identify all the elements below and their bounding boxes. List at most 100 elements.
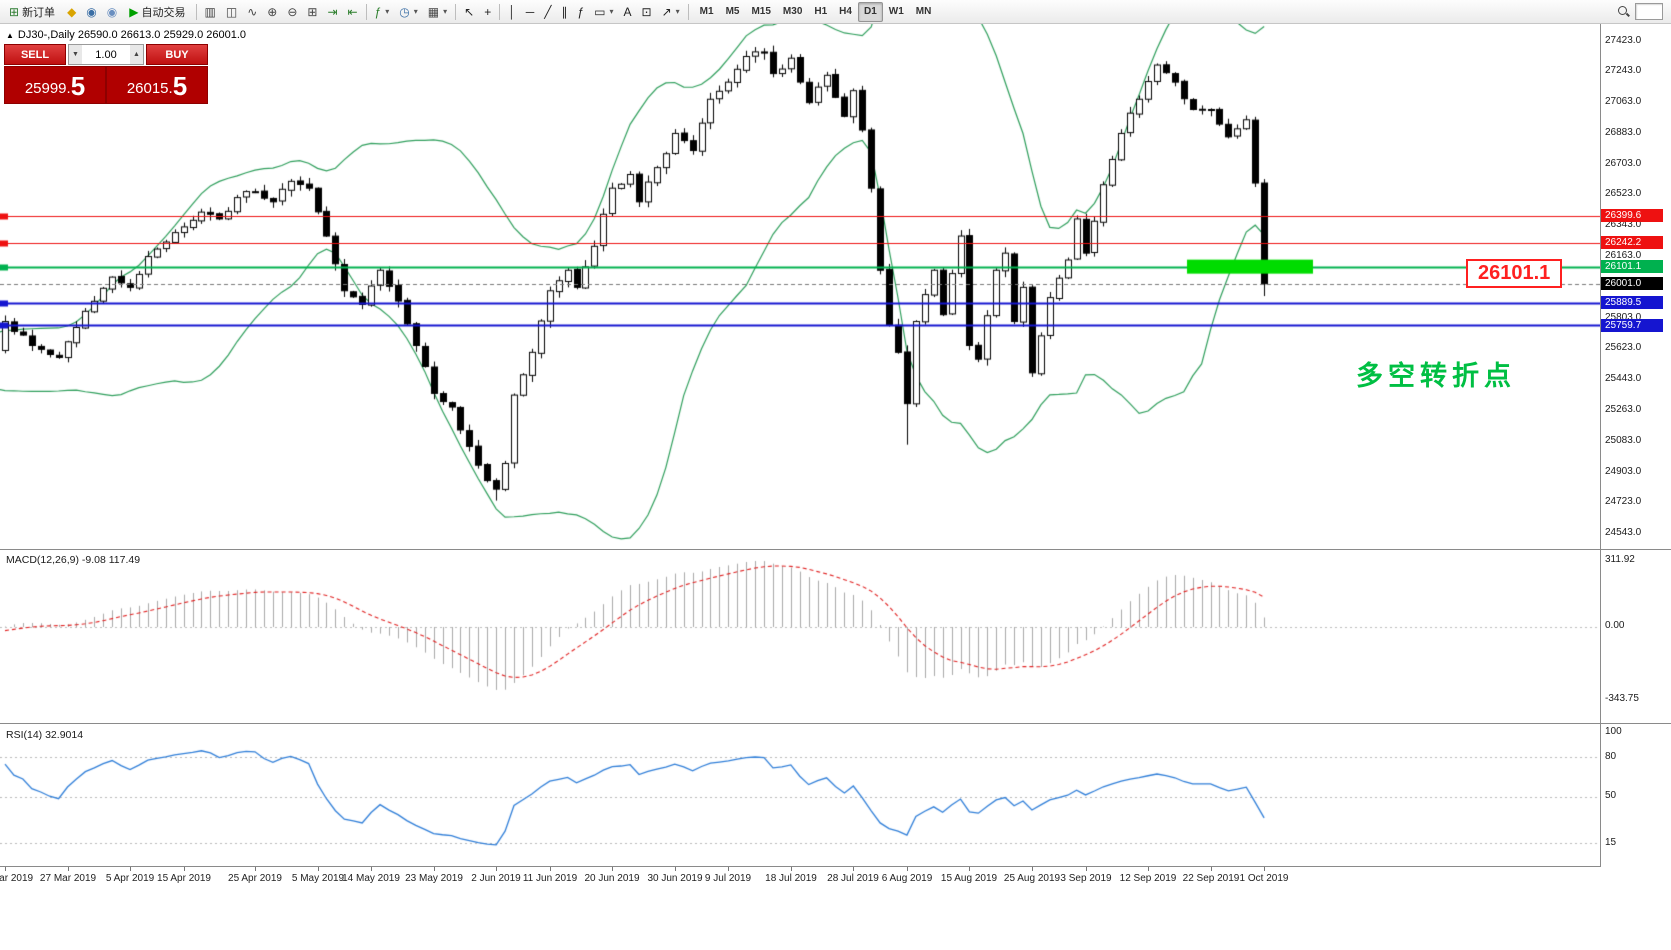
timeframe-m15[interactable]: M15 bbox=[751, 6, 771, 17]
rsi-axis-label: 100 bbox=[1605, 726, 1622, 737]
timeframe-h4[interactable]: H4 bbox=[839, 6, 852, 17]
buy-price[interactable]: 26015. 5 bbox=[106, 66, 208, 104]
search-icon[interactable] bbox=[1618, 6, 1629, 17]
sell-price[interactable]: 25999. 5 bbox=[4, 66, 106, 104]
toolbar-separator bbox=[687, 3, 689, 20]
volume-decrease-button[interactable]: ▼ bbox=[69, 45, 82, 64]
price-axis-label: 26343.0 bbox=[1605, 219, 1642, 231]
one-click-trading-panel: SELL ▼ ▲ BUY 25999.5 26015.5 bbox=[4, 44, 208, 104]
rsi-label: RSI(14) 32.9014 bbox=[6, 729, 84, 741]
date-tick bbox=[675, 867, 676, 871]
channel-icon[interactable]: ∥ bbox=[556, 1, 572, 23]
zoom-in-icon[interactable]: ⊕ bbox=[262, 1, 282, 23]
timeframe-w1[interactable]: W1 bbox=[888, 6, 904, 17]
rsi-axis[interactable]: 100 80 50 15 bbox=[1601, 726, 1671, 867]
date-label: 11 Jun 2019 bbox=[522, 873, 578, 884]
volume-increase-button[interactable]: ▲ bbox=[130, 45, 143, 64]
main-price-axis[interactable]: 27423.0 27243.0 27063.0 26883.0 26703.0 26523… bbox=[1601, 24, 1671, 549]
bar-chart-icon[interactable]: ▥ bbox=[200, 1, 221, 23]
date-label: 5 Apr 2019 bbox=[105, 873, 155, 884]
date-label: 22 Sep 2019 bbox=[1182, 873, 1240, 884]
price-axis-label: 27063.0 bbox=[1605, 96, 1642, 108]
date-tick bbox=[318, 867, 319, 871]
fibonacci-icon[interactable]: ƒ bbox=[572, 1, 589, 23]
rsi-canvas[interactable] bbox=[0, 726, 1600, 867]
auto-scroll-icon[interactable]: ⇥ bbox=[322, 1, 342, 23]
date-tick bbox=[255, 867, 256, 871]
price-axis-label: 26523.0 bbox=[1605, 188, 1642, 200]
trendline-icon: ╱ bbox=[544, 4, 552, 19]
community-icon[interactable]: ◉ bbox=[102, 1, 122, 23]
date-tick bbox=[371, 867, 372, 871]
new-order-button[interactable]: ⊞ 新订单 bbox=[4, 1, 60, 23]
date-label: 1 Oct 2019 bbox=[1239, 873, 1289, 884]
buy-button[interactable]: BUY bbox=[146, 44, 208, 65]
timeframe-h1[interactable]: H1 bbox=[814, 6, 828, 17]
date-label: 15 Aug 2019 bbox=[940, 873, 998, 884]
chart-shift-icon: ⇤ bbox=[347, 4, 358, 19]
profile-icon: ◉ bbox=[86, 4, 97, 19]
main-chart-canvas[interactable] bbox=[0, 24, 1600, 549]
vertical-line-icon[interactable]: │ bbox=[503, 1, 521, 23]
panel-separator[interactable] bbox=[0, 549, 1671, 550]
timeframe-m1[interactable]: M1 bbox=[699, 6, 714, 17]
price-axis-label: 25623.0 bbox=[1605, 342, 1642, 354]
date-label: 28 Jul 2019 bbox=[827, 873, 879, 884]
line-chart-icon[interactable]: ∿ bbox=[242, 1, 262, 23]
chart-shift-icon[interactable]: ⇤ bbox=[343, 1, 363, 23]
periods-icon: ◷ bbox=[399, 4, 410, 19]
volume-input[interactable] bbox=[82, 47, 130, 62]
timeframe-m5[interactable]: M5 bbox=[725, 6, 740, 17]
date-tick bbox=[612, 867, 613, 871]
date-tick bbox=[1086, 867, 1087, 871]
candlestick-icon[interactable]: ◫ bbox=[221, 1, 242, 23]
tile-windows-icon[interactable]: ⊞ bbox=[302, 1, 322, 23]
price-axis-label: 24903.0 bbox=[1605, 465, 1642, 477]
horizontal-line-icon[interactable]: ─ bbox=[521, 1, 540, 23]
text-label-icon: ⊡ bbox=[641, 4, 652, 19]
chevron-down-icon: ▾ bbox=[675, 7, 680, 16]
timeframe-m30[interactable]: M30 bbox=[782, 6, 803, 17]
profile-icon[interactable]: ◉ bbox=[81, 1, 101, 23]
timeframe-d1[interactable]: D1 bbox=[857, 1, 883, 22]
arrows-icon: ↗ bbox=[661, 4, 672, 19]
volume-stepper[interactable]: ▼ ▲ bbox=[68, 44, 144, 65]
price-axis-label: 27423.0 bbox=[1605, 34, 1642, 46]
periods-icon[interactable]: ◷ ▾ bbox=[394, 1, 423, 23]
panel-separator[interactable] bbox=[0, 723, 1671, 724]
date-label: 3 Sep 2019 bbox=[1060, 873, 1112, 884]
date-tick bbox=[184, 867, 185, 871]
shapes-icon[interactable]: ▭ ▾ bbox=[589, 1, 618, 23]
market-icon[interactable]: ◆ bbox=[62, 1, 81, 23]
text-label-icon[interactable]: ⊡ bbox=[637, 1, 657, 23]
date-tick bbox=[1032, 867, 1033, 871]
date-tick bbox=[1211, 867, 1212, 871]
arrows-icon[interactable]: ↗ ▾ bbox=[657, 1, 685, 23]
toolbar-separator bbox=[195, 3, 197, 20]
symbol-ohlc-line: ▲ DJ30-,Daily 26590.0 26613.0 25929.0 26… bbox=[6, 29, 246, 41]
toolbar-separator bbox=[499, 3, 501, 20]
macd-canvas[interactable] bbox=[0, 551, 1600, 723]
templates-icon[interactable]: ▦ ▾ bbox=[423, 1, 452, 23]
sell-button[interactable]: SELL bbox=[4, 44, 66, 65]
cursor-icon[interactable]: ↖ bbox=[459, 1, 479, 23]
auto-trading-button[interactable]: ▶ 自动交易 bbox=[124, 1, 190, 23]
indicators-icon[interactable]: ƒ ▾ bbox=[370, 1, 395, 23]
macd-label: MACD(12,26,9) -9.08 117.49 bbox=[6, 554, 141, 566]
zoom-out-icon[interactable]: ⊖ bbox=[282, 1, 302, 23]
text-icon[interactable]: A bbox=[619, 1, 637, 23]
crosshair-icon: + bbox=[484, 4, 492, 19]
timeframe-mn[interactable]: MN bbox=[915, 6, 932, 17]
price-axis-label: 25803.0 bbox=[1605, 311, 1642, 323]
toolbar-separator bbox=[365, 3, 367, 20]
price-note-box[interactable]: 26101.1 bbox=[1466, 259, 1563, 288]
date-tick bbox=[1148, 867, 1149, 871]
quick-search-box[interactable] bbox=[1635, 3, 1663, 20]
trendline-icon[interactable]: ╱ bbox=[539, 1, 556, 23]
turning-point-note[interactable]: 多空转折点 bbox=[1356, 361, 1516, 391]
macd-axis[interactable]: 311.92 0.00 -343.75 bbox=[1601, 551, 1671, 723]
zoom-in-icon: ⊕ bbox=[267, 4, 278, 19]
shapes-icon: ▭ bbox=[594, 4, 606, 19]
crosshair-icon[interactable]: + bbox=[479, 1, 496, 23]
